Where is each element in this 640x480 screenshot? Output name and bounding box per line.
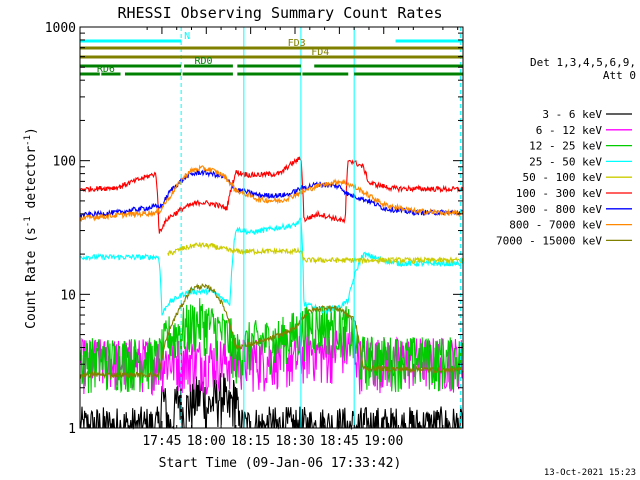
legend-label-300-800-kev: 300 - 800 keV: [516, 203, 602, 216]
vertical-marker-layer: [180, 27, 462, 428]
plot-frame: [79, 26, 464, 429]
y-tick-label: 100: [53, 155, 76, 170]
legend-label-50-100-kev: 50 - 100 keV: [523, 171, 603, 184]
x-axis-ticks: 17:45 18:00 18:15 18:30 18:45 19:00: [142, 27, 459, 449]
x-tick-label: 17:45: [142, 434, 181, 449]
legend-label-100-300-kev: 100 - 300 keV: [516, 187, 602, 200]
x-axis-label: Start Time (09-Jan-06 17:33:42): [159, 456, 402, 471]
chart-title: RHESSI Observing Summary Count Rates: [117, 4, 442, 22]
series-line-100-300-kev: [79, 156, 464, 234]
legend-label-12-25-kev: 12 - 25 keV: [529, 140, 602, 153]
flag-bar-layer: N FD3 FD4 RD0 RD6: [80, 31, 463, 76]
flag-label-rd0: RD0: [194, 56, 212, 67]
x-tick-label: 18:15: [231, 434, 270, 449]
footer-date: 13-Oct-2021 15:23: [544, 468, 636, 478]
legend-label-6-12-kev: 6 - 12 keV: [536, 124, 603, 137]
x-tick-label: 19:00: [364, 434, 403, 449]
flag-label-fd3: FD3: [288, 38, 306, 49]
flag-label-n: N: [184, 31, 190, 42]
y-axis-label: Count Rate (s-1 detector-1): [23, 127, 39, 329]
legend: Det 1,3,4,5,6,9,Att 0 3 - 6 keV 6 - 12 keV…: [496, 56, 636, 247]
series-layer: [79, 156, 464, 431]
x-tick-label: 18:45: [320, 434, 359, 449]
flag-label-fd4: FD4: [311, 47, 329, 58]
legend-header-line-2: Att 0: [603, 69, 636, 82]
legend-header-line-1: Det 1,3,4,5,6,9,: [530, 56, 636, 69]
series-line-50-100-kev: [167, 242, 464, 265]
y-tick-label: 1000: [45, 21, 76, 36]
legend-label-800-7000-kev: 800 - 7000 keV: [509, 219, 602, 232]
legend-label-25-50-kev: 25 - 50 keV: [529, 155, 602, 168]
series-line-800-7000-kev: [79, 164, 464, 222]
series-line-12-25-kev: [79, 298, 464, 394]
series-line-7000-15000-kev: [79, 283, 464, 380]
flag-label-rd6: RD6: [97, 64, 115, 75]
y-axis-ticks: 1 10 100 1000: [45, 21, 463, 437]
legend-label-3-6-kev: 3 - 6 keV: [542, 108, 602, 121]
x-tick-label: 18:30: [275, 434, 314, 449]
x-tick-label: 18:00: [187, 434, 226, 449]
y-tick-label: 10: [60, 288, 76, 303]
y-tick-label: 1: [68, 422, 76, 437]
series-line-25-50-kev: [79, 217, 464, 316]
legend-label-7000-15000-kev: 7000 - 15000 keV: [496, 234, 602, 247]
